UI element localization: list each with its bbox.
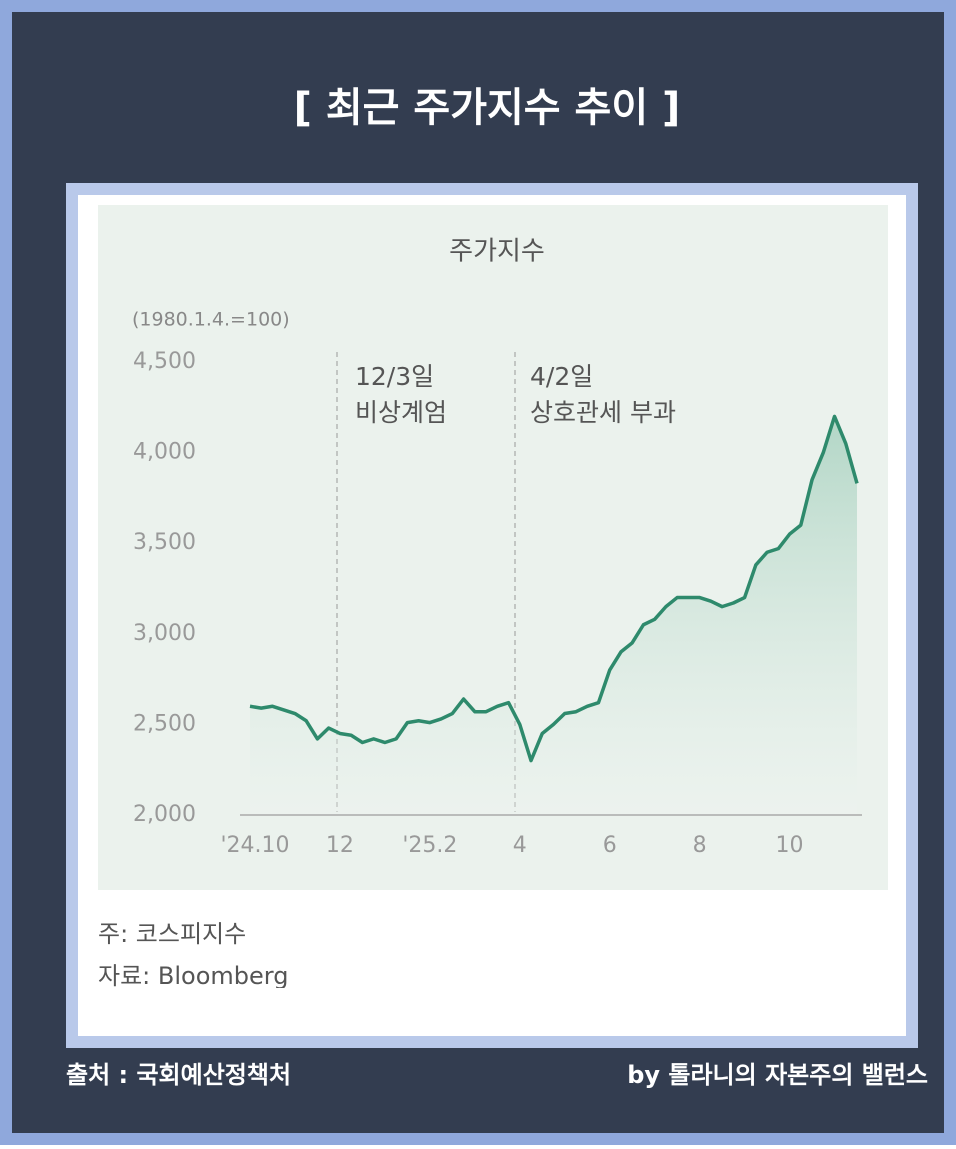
x-tick-label: 12 xyxy=(326,833,354,858)
x-tick-label: 10 xyxy=(776,833,804,858)
x-tick-label: 8 xyxy=(693,833,707,858)
annotation: 4/2일 xyxy=(530,362,593,391)
annotation: 상호관세 부과 xyxy=(530,398,676,427)
area xyxy=(250,416,857,815)
x-tick-label: 4 xyxy=(513,833,527,858)
y-tick-label: 2,500 xyxy=(133,711,196,736)
unit-label: (1980.1.4.=100) xyxy=(132,309,290,331)
y-tick-label: 4,500 xyxy=(133,349,196,374)
page-title: [ 최근 주가지수 추이 ] xyxy=(294,85,681,131)
y-tick-label: 3,000 xyxy=(133,621,196,646)
chart-title: 주가지수 xyxy=(449,237,545,267)
x-tick-label: '24.10 xyxy=(220,833,289,858)
note-crop xyxy=(78,988,906,1036)
annotation: 비상계엄 xyxy=(355,398,447,427)
annotation: 12/3일 xyxy=(355,362,434,391)
x-tick-label: 6 xyxy=(603,833,617,858)
x-tick-label: '25.2 xyxy=(402,833,457,858)
line xyxy=(249,414,859,763)
y-tick-label: 3,500 xyxy=(133,530,196,555)
y-tick-label: 2,000 xyxy=(133,802,196,827)
source: 출처 : 국회예산정책처 xyxy=(66,1061,291,1089)
y-tick-label: 4,000 xyxy=(133,440,196,465)
note: 자료: Bloomberg xyxy=(98,962,288,990)
credit: by 톨라니의 자본주의 밸런스 xyxy=(627,1061,928,1089)
plot: 2,000 2,500 3,000 3,500 4,000 4,500 '24.10 12 '2… xyxy=(133,349,859,858)
note: 주: 코스피지수 xyxy=(98,920,246,948)
